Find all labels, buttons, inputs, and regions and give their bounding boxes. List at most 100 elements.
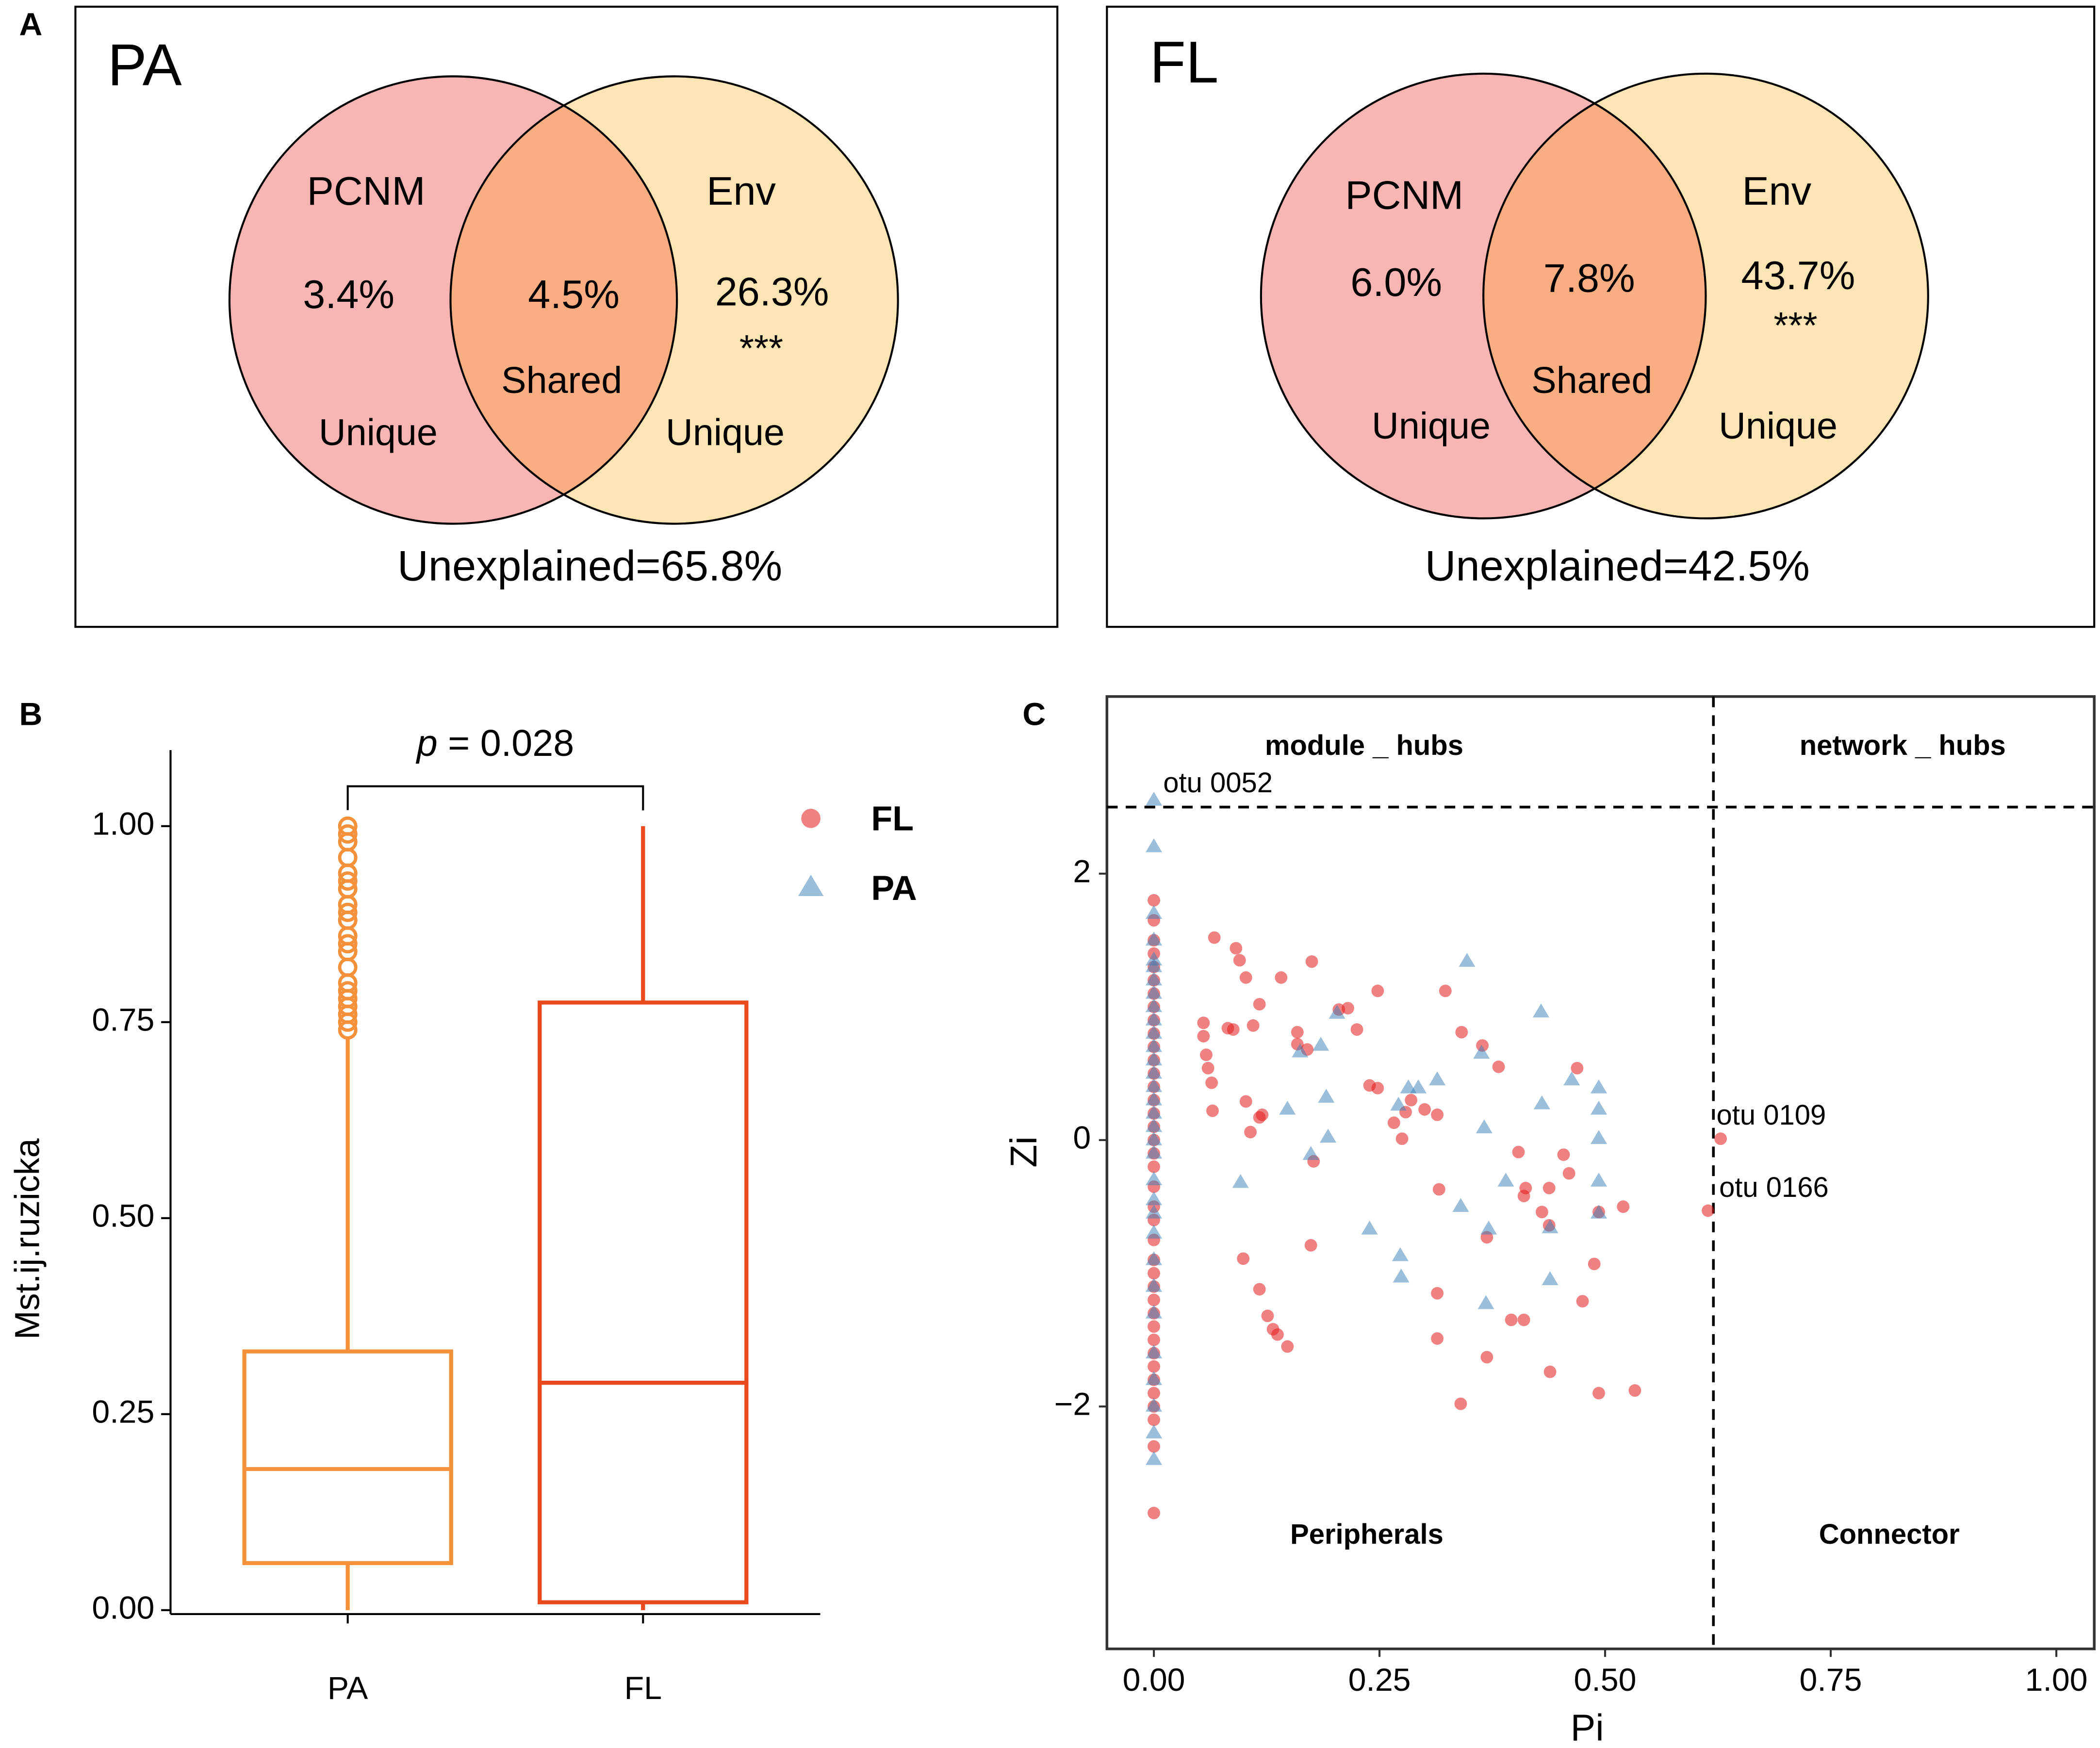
point <box>1148 1267 1160 1280</box>
point <box>1350 1023 1363 1036</box>
point <box>1200 1048 1213 1062</box>
region-label: network _ hubs <box>1800 730 2006 761</box>
point <box>1371 1081 1384 1095</box>
point <box>1146 1091 1163 1106</box>
point <box>1146 791 1163 806</box>
point <box>1146 1144 1163 1159</box>
point <box>1239 971 1252 984</box>
point <box>1146 958 1163 972</box>
y-tick-label: 2 <box>1073 853 1091 889</box>
point <box>1146 931 1163 946</box>
value-label: 43.7% <box>1741 253 1855 298</box>
x-tick-label: FL <box>624 1670 662 1706</box>
region-label: Unique <box>319 412 438 454</box>
point <box>1497 1173 1514 1187</box>
venn-outline <box>228 75 678 525</box>
point <box>1532 1003 1550 1018</box>
venn-title: PA <box>108 32 182 98</box>
panel-letter: C <box>1022 697 1046 733</box>
point <box>1714 1132 1727 1145</box>
legend-symbol <box>798 874 824 897</box>
point <box>1492 1060 1505 1073</box>
region-label: Shared <box>1531 359 1652 401</box>
annotation: p = 0.028 <box>416 722 574 764</box>
point <box>1148 894 1160 907</box>
point <box>1452 1198 1469 1212</box>
point <box>1393 1268 1410 1283</box>
point <box>1146 1025 1163 1039</box>
set-name: PCNM <box>1345 172 1463 217</box>
region-label: Unique <box>1372 405 1491 447</box>
point <box>1392 1247 1409 1261</box>
point-label: otu 0109 <box>1717 1100 1826 1131</box>
point <box>1455 1026 1468 1039</box>
point <box>1146 1131 1163 1145</box>
region-label: Shared <box>501 359 622 401</box>
x-tick-label: 0.25 <box>1348 1662 1411 1698</box>
region-label: module _ hubs <box>1265 730 1463 761</box>
point <box>1576 1295 1589 1308</box>
venn-intersection <box>450 105 677 495</box>
unexplained-label: Unexplained=65.8% <box>397 542 782 590</box>
point <box>1239 1095 1252 1108</box>
outlier <box>338 902 358 922</box>
point <box>1146 1451 1163 1465</box>
point <box>1542 1181 1556 1194</box>
region-label: Unique <box>1719 405 1838 447</box>
outlier <box>338 934 358 954</box>
point <box>1431 1287 1444 1300</box>
point <box>1390 1096 1407 1111</box>
legend-label: PA <box>871 869 917 908</box>
x-tick-label: PA <box>328 1670 368 1706</box>
point <box>1590 1173 1608 1187</box>
point <box>1148 1387 1160 1400</box>
point <box>1477 1295 1494 1309</box>
point <box>1146 1171 1163 1186</box>
point <box>1146 1344 1163 1358</box>
point <box>1281 1340 1294 1353</box>
point <box>1148 1440 1160 1453</box>
panel-frame <box>74 5 1059 628</box>
point <box>1312 1037 1329 1051</box>
venn-outline <box>1260 72 1707 520</box>
point <box>1146 1105 1163 1119</box>
point <box>1429 1071 1446 1086</box>
point <box>1146 971 1163 986</box>
point <box>1557 1148 1570 1161</box>
point <box>1244 1126 1257 1139</box>
y-tick-label: 0.00 <box>92 1590 154 1626</box>
y-tick-label: −2 <box>1054 1387 1091 1422</box>
outlier <box>338 981 358 1001</box>
unexplained-label: Unexplained=42.5% <box>1425 542 1810 590</box>
significance: *** <box>739 327 783 369</box>
point <box>1512 1145 1525 1159</box>
point <box>1628 1384 1641 1397</box>
point <box>1201 1062 1214 1075</box>
point <box>1148 1333 1160 1346</box>
point <box>1519 1181 1532 1194</box>
point <box>1146 1424 1163 1438</box>
point <box>1148 1413 1160 1426</box>
outlier <box>338 957 358 977</box>
point <box>1454 1397 1467 1410</box>
point <box>1588 1258 1601 1271</box>
point <box>1387 1116 1400 1129</box>
point <box>1590 1100 1608 1115</box>
point <box>1318 1089 1335 1103</box>
x-tick-label: 0.75 <box>1800 1662 1862 1698</box>
point <box>1410 1079 1427 1094</box>
y-tick-label: 0.75 <box>92 1002 154 1038</box>
point <box>1304 1239 1317 1252</box>
y-tick-label: 1.00 <box>92 806 154 842</box>
point <box>1405 1094 1418 1107</box>
value-label: 6.0% <box>1350 260 1442 305</box>
point <box>1146 1051 1163 1065</box>
point <box>1702 1204 1714 1217</box>
point <box>1590 1204 1608 1219</box>
point <box>1148 1160 1160 1173</box>
point <box>1342 1002 1354 1015</box>
point <box>1146 998 1163 1013</box>
point <box>1562 1167 1575 1180</box>
